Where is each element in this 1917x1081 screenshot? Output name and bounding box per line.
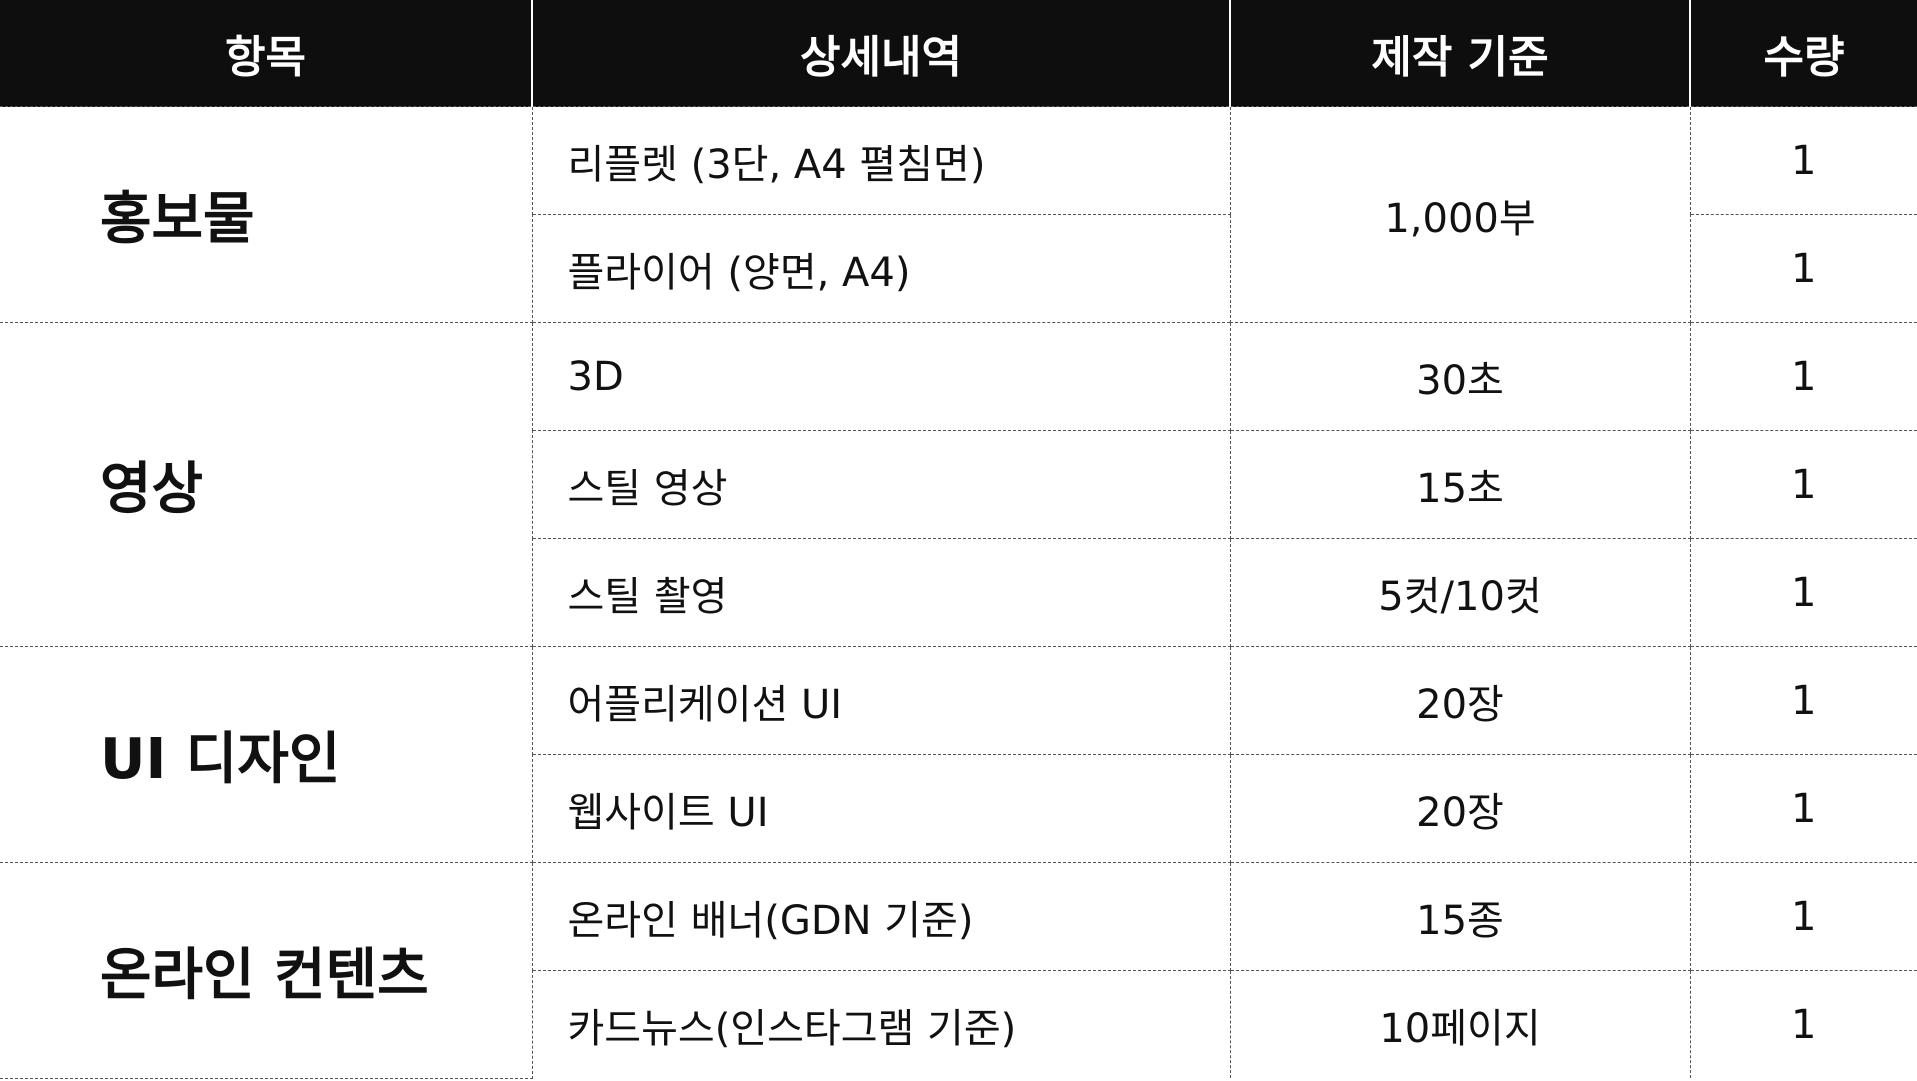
quantity-cell: 1 — [1689, 322, 1917, 431]
quantity-cell: 1 — [1689, 970, 1917, 1078]
standard-cell: 15종 — [1229, 862, 1691, 971]
table-row: UI 디자인 어플리케이션 UI 20장 1 — [0, 646, 1917, 863]
quantity-cell: 1 — [1689, 214, 1917, 323]
header-detail: 상세내역 — [531, 0, 1231, 107]
quantity-cell: 1 — [1689, 646, 1917, 755]
standard-cell: 15초 — [1229, 430, 1691, 539]
detail-cell: 리플렛 (3단, A4 펼침면) — [531, 106, 1231, 215]
header-standard: 제작 기준 — [1229, 0, 1691, 107]
header-category: 항목 — [0, 0, 533, 107]
detail-cell: 3D — [531, 322, 1231, 431]
quantity-cell: 1 — [1689, 862, 1917, 971]
category-cell: UI 디자인 — [0, 646, 533, 863]
standard-cell: 20장 — [1229, 646, 1691, 755]
table-row: 홍보물 리플렛 (3단, A4 펼침면) 1,000부 1 — [0, 106, 1917, 323]
table-row: 온라인 컨텐츠 온라인 배너(GDN 기준) 15종 1 — [0, 862, 1917, 1079]
detail-cell: 카드뉴스(인스타그램 기준) — [532, 970, 1231, 1078]
table-row: 스틸 촬영 5컷/10컷 1 — [0, 538, 1917, 647]
detail-cell: 온라인 배너(GDN 기준) — [531, 862, 1231, 971]
standard-cell: 20장 — [1229, 754, 1691, 863]
table-row: 플라이어 (양면, A4) 1 — [0, 214, 1917, 323]
category-cell: 홍보물 — [0, 106, 533, 323]
quantity-cell: 1 — [1689, 430, 1917, 539]
detail-cell: 웹사이트 UI — [532, 754, 1231, 863]
standard-cell: 30초 — [1229, 322, 1691, 431]
detail-cell: 플라이어 (양면, A4) — [532, 214, 1231, 323]
detail-cell: 스틸 영상 — [532, 430, 1231, 539]
table-row: 스틸 영상 15초 1 — [0, 430, 1917, 539]
quantity-cell: 1 — [1689, 106, 1917, 215]
standard-cell: 5컷/10컷 — [1229, 538, 1691, 647]
category-cell: 온라인 컨텐츠 — [0, 862, 533, 1079]
standard-cell: 10페이지 — [1229, 970, 1691, 1078]
quantity-cell: 1 — [1689, 538, 1917, 647]
table-row: 웹사이트 UI 20장 1 — [0, 754, 1917, 863]
standard-cell: 1,000부 — [1229, 106, 1691, 323]
table-row: 카드뉴스(인스타그램 기준) 10페이지 1 — [0, 970, 1917, 1078]
detail-cell: 스틸 촬영 — [532, 538, 1231, 647]
header-quantity: 수량 — [1689, 0, 1917, 107]
quantity-cell: 1 — [1689, 754, 1917, 863]
detail-cell: 어플리케이션 UI — [531, 646, 1231, 755]
table-row: 영상 3D 30초 1 — [0, 322, 1917, 647]
category-cell: 영상 — [0, 322, 533, 647]
table-header-row: 항목 상세내역 제작 기준 수량 — [0, 0, 1917, 107]
